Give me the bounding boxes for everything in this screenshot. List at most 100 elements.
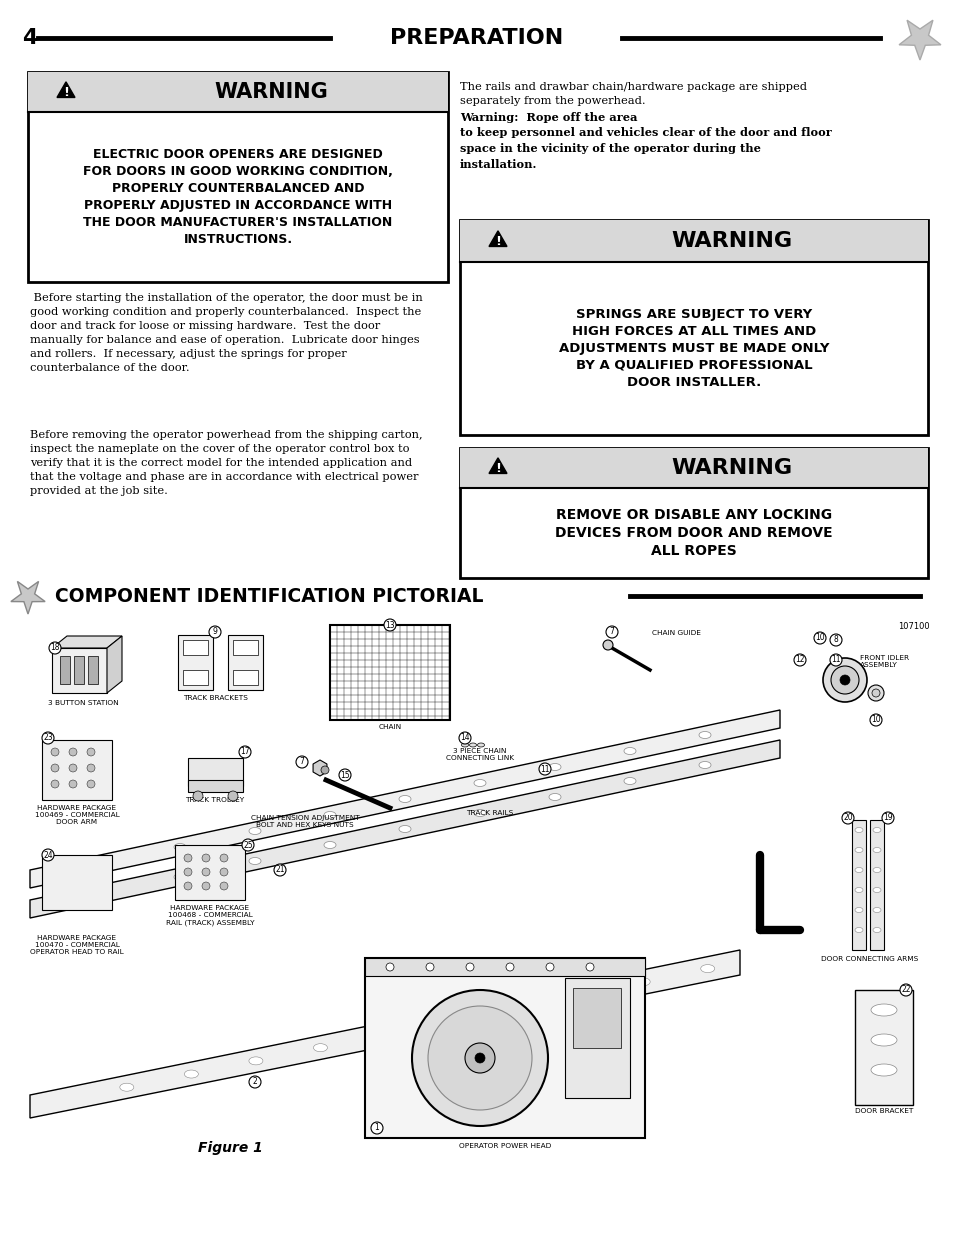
Circle shape [202, 882, 210, 890]
Text: SPRINGS ARE SUBJECT TO VERY
HIGH FORCES AT ALL TIMES AND
ADJUSTMENTS MUST BE MAD: SPRINGS ARE SUBJECT TO VERY HIGH FORCES … [558, 308, 828, 389]
Bar [459, 448, 927, 578]
Polygon shape [898, 20, 940, 61]
Text: 4: 4 [22, 28, 37, 48]
Ellipse shape [474, 809, 485, 816]
Text: 21: 21 [275, 866, 284, 874]
Text: 11: 11 [539, 764, 549, 773]
Text: 13: 13 [385, 620, 395, 630]
Circle shape [813, 632, 825, 643]
Text: 15: 15 [340, 771, 350, 779]
Text: Before removing the operator powerhead from the shipping carton,
inspect the nam: Before removing the operator powerhead f… [30, 430, 422, 496]
Ellipse shape [872, 847, 880, 852]
Circle shape [338, 769, 351, 781]
Circle shape [51, 748, 59, 756]
Text: Warning:  Rope off the area
to keep personnel and vehicles clear of the door and: Warning: Rope off the area to keep perso… [459, 112, 831, 169]
Polygon shape [10, 582, 45, 614]
Bar [365, 958, 644, 976]
Bar [188, 781, 243, 792]
Text: CHAIN: CHAIN [378, 724, 401, 730]
Circle shape [426, 963, 434, 971]
Circle shape [830, 666, 858, 694]
Ellipse shape [477, 743, 484, 747]
Ellipse shape [872, 908, 880, 913]
Bar [74, 656, 84, 684]
Bar [228, 635, 263, 690]
Polygon shape [57, 82, 75, 98]
Ellipse shape [324, 811, 335, 819]
Circle shape [49, 642, 61, 655]
Circle shape [87, 781, 95, 788]
Bar [60, 656, 70, 684]
Text: TRACK BRACKETS: TRACK BRACKETS [182, 695, 247, 701]
Ellipse shape [854, 847, 862, 852]
Circle shape [602, 640, 613, 650]
Circle shape [841, 811, 853, 824]
Bar [869, 820, 883, 950]
Text: CHAIN TENSION ADJUSTMENT
BOLT AND HEX KEYS NUTS: CHAIN TENSION ADJUSTMENT BOLT AND HEX KE… [251, 815, 359, 827]
Ellipse shape [548, 763, 560, 771]
Circle shape [202, 868, 210, 876]
Circle shape [428, 1007, 532, 1110]
Text: 107100: 107100 [898, 622, 929, 631]
Circle shape [869, 714, 882, 726]
Text: The rails and drawbar chain/hardware package are shipped
separately from the pow: The rails and drawbar chain/hardware pac… [459, 82, 806, 106]
Text: WARNING: WARNING [214, 82, 328, 103]
Circle shape [184, 868, 192, 876]
Circle shape [220, 882, 228, 890]
Circle shape [209, 626, 221, 638]
Bar [28, 72, 448, 282]
Ellipse shape [249, 827, 261, 835]
Ellipse shape [377, 1030, 392, 1039]
Text: 12: 12 [795, 656, 804, 664]
Ellipse shape [173, 844, 186, 851]
Circle shape [51, 764, 59, 772]
Text: 23: 23 [43, 734, 52, 742]
Circle shape [184, 882, 192, 890]
Ellipse shape [623, 747, 636, 755]
Text: HARDWARE PACKAGE
100469 - COMMERCIAL
DOOR ARM: HARDWARE PACKAGE 100469 - COMMERCIAL DOO… [34, 805, 119, 825]
Polygon shape [30, 710, 780, 888]
Circle shape [829, 655, 841, 666]
Circle shape [51, 781, 59, 788]
Circle shape [220, 853, 228, 862]
Ellipse shape [699, 731, 710, 739]
Bar [459, 220, 927, 435]
Text: COMPONENT IDENTIFICATION PICTORIAL: COMPONENT IDENTIFICATION PICTORIAL [55, 587, 483, 605]
Circle shape [371, 1123, 382, 1134]
Circle shape [545, 963, 554, 971]
Text: 19: 19 [882, 814, 892, 823]
Circle shape [882, 811, 893, 824]
Ellipse shape [324, 841, 335, 848]
Circle shape [184, 853, 192, 862]
Circle shape [871, 689, 879, 697]
Ellipse shape [854, 927, 862, 932]
Ellipse shape [854, 888, 862, 893]
Text: 9: 9 [213, 627, 217, 636]
Ellipse shape [314, 1044, 327, 1052]
Circle shape [274, 864, 286, 876]
Ellipse shape [700, 965, 714, 973]
Text: !: ! [495, 236, 500, 248]
Bar [233, 640, 257, 655]
Text: 22: 22 [901, 986, 910, 994]
Ellipse shape [699, 762, 710, 768]
Text: 7: 7 [609, 627, 614, 636]
Circle shape [384, 619, 395, 631]
Circle shape [475, 1053, 484, 1063]
Ellipse shape [461, 743, 468, 747]
Bar [564, 978, 629, 1098]
Circle shape [505, 963, 514, 971]
Text: CHAIN GUIDE: CHAIN GUIDE [651, 630, 700, 636]
Ellipse shape [442, 1018, 456, 1025]
Text: 10: 10 [870, 715, 880, 725]
Bar [88, 656, 98, 684]
Text: !: ! [495, 462, 500, 475]
Bar [233, 671, 257, 685]
Circle shape [69, 748, 77, 756]
Polygon shape [52, 636, 122, 648]
Polygon shape [489, 231, 506, 247]
Text: HARDWARE PACKAGE
100470 - COMMERCIAL
OPERATOR HEAD TO RAIL: HARDWARE PACKAGE 100470 - COMMERCIAL OPE… [30, 935, 124, 955]
Ellipse shape [548, 794, 560, 800]
Text: DOOR CONNECTING ARMS: DOOR CONNECTING ARMS [821, 956, 918, 962]
Ellipse shape [120, 1083, 133, 1092]
